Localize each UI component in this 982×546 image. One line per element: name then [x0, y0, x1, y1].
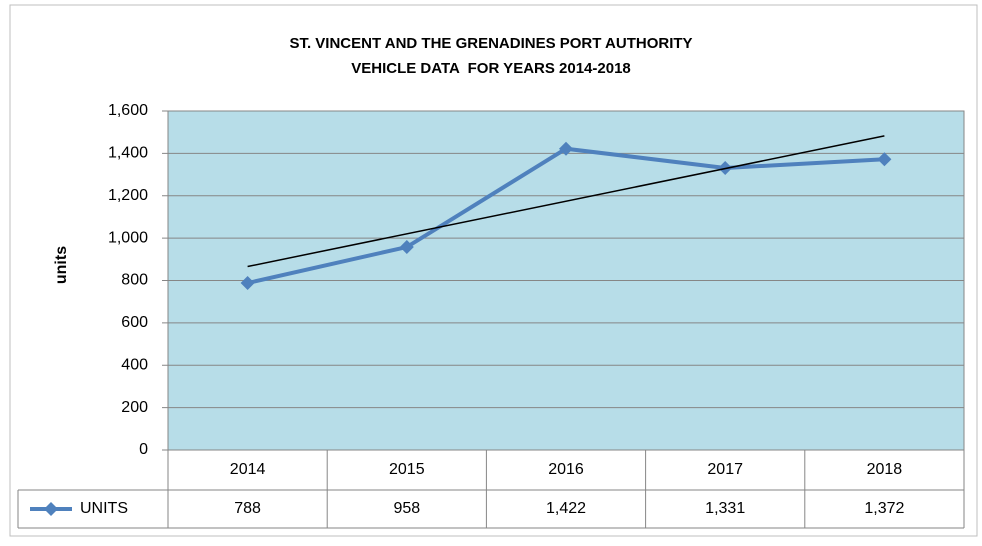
data-point [559, 141, 573, 156]
chart-title: ST. VINCENT AND THE GRENADINES PORT AUTH… [289, 35, 692, 52]
x-tick-label: 2017 [707, 461, 743, 478]
data-label: 958 [393, 500, 420, 517]
data-label: 1,331 [705, 500, 745, 517]
y-tick-label: 200 [121, 399, 148, 416]
data-label: 1,372 [864, 500, 904, 517]
y-tick-label: 1,000 [108, 229, 148, 246]
trend-line [247, 135, 885, 268]
y-tick-label: 0 [139, 441, 148, 458]
data-point [399, 240, 414, 255]
chart-title: VEHICLE DATA FOR YEARS 2014-2018 [351, 60, 631, 77]
data-label: 1,422 [546, 500, 586, 517]
data-point [877, 152, 892, 167]
y-tick-label: 1,200 [108, 187, 148, 204]
x-tick-label: 2014 [230, 461, 266, 478]
y-tick-label: 800 [121, 272, 148, 289]
y-axis-label: units [53, 246, 70, 284]
x-tick-label: 2015 [389, 461, 425, 478]
x-tick-label: 2018 [867, 461, 903, 478]
legend-marker [44, 502, 58, 516]
y-tick-label: 600 [121, 314, 148, 331]
x-tick-label: 2016 [548, 461, 584, 478]
legend-label: UNITS [80, 500, 128, 517]
data-label: 788 [234, 500, 261, 517]
data-point [240, 276, 255, 291]
y-tick-label: 1,400 [108, 145, 148, 162]
y-tick-label: 400 [121, 356, 148, 373]
y-tick-label: 1,600 [108, 102, 148, 119]
